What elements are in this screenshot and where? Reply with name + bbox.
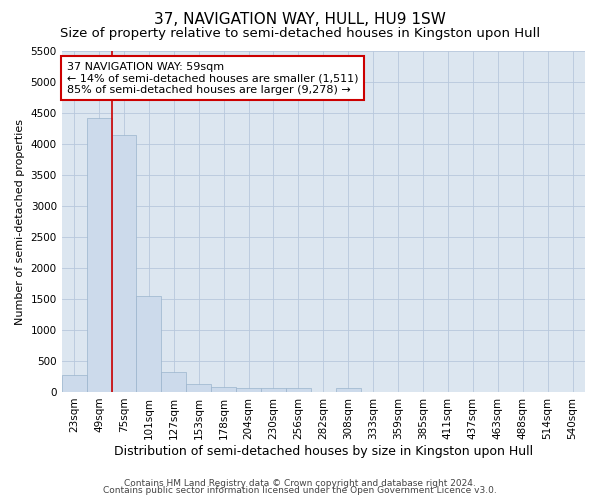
Text: Contains HM Land Registry data © Crown copyright and database right 2024.: Contains HM Land Registry data © Crown c… [124,478,476,488]
Text: 37, NAVIGATION WAY, HULL, HU9 1SW: 37, NAVIGATION WAY, HULL, HU9 1SW [154,12,446,28]
X-axis label: Distribution of semi-detached houses by size in Kingston upon Hull: Distribution of semi-detached houses by … [114,444,533,458]
Bar [62,374,86,392]
Bar [161,372,186,392]
Text: Size of property relative to semi-detached houses in Kingston upon Hull: Size of property relative to semi-detach… [60,28,540,40]
Bar [261,388,286,392]
Text: Contains public sector information licensed under the Open Government Licence v3: Contains public sector information licen… [103,486,497,495]
Bar [136,296,161,392]
Bar [236,388,261,392]
Y-axis label: Number of semi-detached properties: Number of semi-detached properties [15,118,25,324]
Bar [211,387,236,392]
Bar [186,384,211,392]
Bar [286,388,311,392]
Bar [112,135,136,392]
Bar [86,118,112,392]
Text: 37 NAVIGATION WAY: 59sqm
← 14% of semi-detached houses are smaller (1,511)
85% o: 37 NAVIGATION WAY: 59sqm ← 14% of semi-d… [67,62,358,95]
Bar [336,388,361,392]
